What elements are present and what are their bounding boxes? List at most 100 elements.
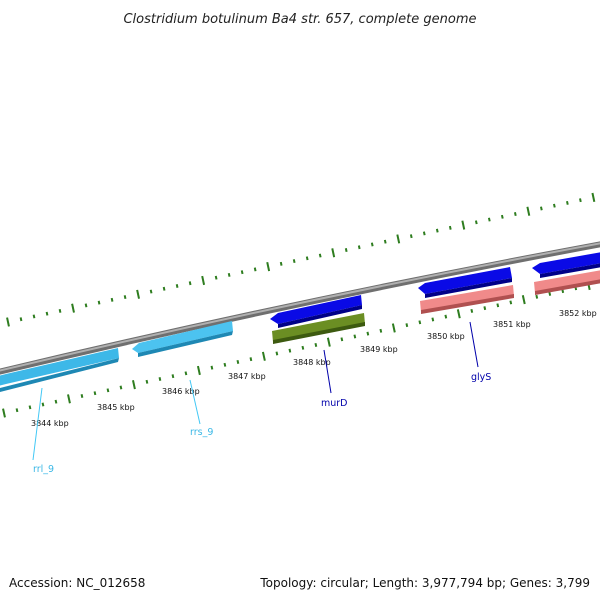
inner-tick-mark xyxy=(54,399,58,404)
outer-tick-mark xyxy=(513,212,517,216)
outer-tick-mark xyxy=(175,284,179,288)
outer-tick-mark xyxy=(357,245,361,250)
outer-tick-mark xyxy=(448,225,452,230)
inner-tick-mark xyxy=(184,371,188,376)
tick-label-3845: 3845 kbp xyxy=(97,403,135,412)
inner-tick-mark xyxy=(210,365,214,370)
tick-label-3844: 3844 kbp xyxy=(31,419,69,428)
outer-tick-mark xyxy=(45,311,49,316)
outer-tick-mark xyxy=(136,289,141,299)
outer-tick-mark xyxy=(396,234,401,244)
feature-murD[interactable] xyxy=(270,295,362,328)
outer-tick-mark xyxy=(500,214,504,219)
outer-tick-mark xyxy=(331,248,336,258)
inner-tick-mark xyxy=(431,317,435,322)
inner-tick-mark xyxy=(41,402,45,407)
outer-tick-mark xyxy=(58,308,62,313)
outer-tick-mark xyxy=(461,220,466,230)
inner-tick-mark xyxy=(391,323,396,333)
feature-rrl9[interactable] xyxy=(0,348,119,392)
genome-backbone xyxy=(0,241,600,375)
outer-tick-mark xyxy=(19,317,23,322)
outer-tick-mark xyxy=(227,272,231,277)
gene-label-rrs9: rrs_9 xyxy=(190,427,213,438)
inner-tick-mark xyxy=(236,360,240,364)
outer-tick-mark xyxy=(370,242,374,247)
inner-tick-mark xyxy=(418,320,422,325)
outer-tick-mark xyxy=(435,228,439,233)
inner-tick-mark xyxy=(456,309,461,319)
outer-tick-mark xyxy=(32,314,36,319)
tick-label-3846: 3846 kbp xyxy=(162,387,200,396)
inner-tick-ring xyxy=(2,280,591,418)
outer-tick-mark xyxy=(305,256,309,261)
accession-text: Accession: NC_012658 xyxy=(9,576,146,590)
outer-tick-mark xyxy=(84,303,88,308)
outer-tick-mark xyxy=(292,259,296,264)
feature-blue-cds-edge[interactable] xyxy=(532,252,600,278)
inner-tick-mark xyxy=(470,308,474,313)
outer-tick-mark xyxy=(579,198,582,203)
inner-tick-mark xyxy=(171,374,175,379)
outer-tick-mark xyxy=(474,220,478,225)
inner-tick-mark xyxy=(366,331,370,336)
inner-tick-mark xyxy=(509,300,513,305)
outer-tick-mark xyxy=(201,275,206,286)
gene-label-murD: murD xyxy=(321,398,348,409)
outer-tick-mark xyxy=(540,206,543,211)
inner-tick-mark xyxy=(340,337,344,342)
outer-tick-mark xyxy=(318,253,322,258)
inner-tick-mark xyxy=(288,348,292,353)
outer-tick-mark xyxy=(487,217,491,222)
tick-label-3851: 3851 kbp xyxy=(493,320,531,329)
outer-tick-mark xyxy=(123,295,127,300)
gene-label-glyS: glyS xyxy=(471,372,491,383)
tick-label-3847: 3847 kbp xyxy=(228,372,266,381)
inner-tick-mark xyxy=(223,362,227,367)
inner-tick-mark xyxy=(67,394,71,404)
leader-murD xyxy=(323,349,332,394)
leader-rrl9 xyxy=(32,387,43,461)
feature-pink-cds-1[interactable] xyxy=(420,285,514,314)
inner-tick-mark xyxy=(548,291,552,296)
inner-tick-mark xyxy=(28,405,32,410)
inner-tick-mark xyxy=(353,334,357,339)
outer-tick-mark xyxy=(409,234,413,239)
inner-tick-mark xyxy=(106,388,110,393)
outer-tick-mark xyxy=(566,200,569,205)
inner-tick-mark xyxy=(314,343,318,347)
outer-tick-mark xyxy=(240,270,244,275)
inner-tick-mark xyxy=(483,306,487,311)
inner-tick-mark xyxy=(119,385,123,390)
inner-tick-mark xyxy=(275,351,279,356)
inner-tick-mark xyxy=(80,394,84,398)
outer-tick-mark xyxy=(344,248,348,252)
feature-green-cds[interactable] xyxy=(272,313,365,344)
outer-tick-mark xyxy=(110,297,114,302)
feature-rrs9[interactable] xyxy=(132,321,233,357)
inner-tick-mark xyxy=(405,323,409,328)
inner-tick-mark xyxy=(145,379,149,384)
outer-tick-mark xyxy=(214,275,218,280)
feature-glyS[interactable] xyxy=(418,267,512,298)
gene-label-rrl9: rrl_9 xyxy=(33,464,54,475)
tick-label-3852: 3852 kbp xyxy=(559,309,597,318)
outer-tick-mark xyxy=(71,303,75,313)
inner-tick-mark xyxy=(158,377,162,381)
feature-pink-cds-edge[interactable] xyxy=(534,270,600,295)
inner-tick-mark xyxy=(15,408,19,413)
inner-tick-mark xyxy=(496,303,500,308)
inner-tick-mark xyxy=(93,391,97,396)
inner-tick-mark xyxy=(2,408,6,418)
leader-glyS xyxy=(469,321,479,368)
tick-label-3849: 3849 kbp xyxy=(360,345,398,354)
outer-tick-mark xyxy=(253,267,257,272)
inner-tick-mark xyxy=(301,345,305,350)
tick-label-3850: 3850 kbp xyxy=(427,332,465,341)
outer-tick-mark xyxy=(553,203,556,208)
inner-tick-mark xyxy=(132,380,136,390)
inner-tick-mark xyxy=(444,314,448,319)
outer-tick-mark xyxy=(162,286,166,291)
outer-tick-mark xyxy=(188,281,192,286)
inner-tick-mark xyxy=(379,328,383,333)
